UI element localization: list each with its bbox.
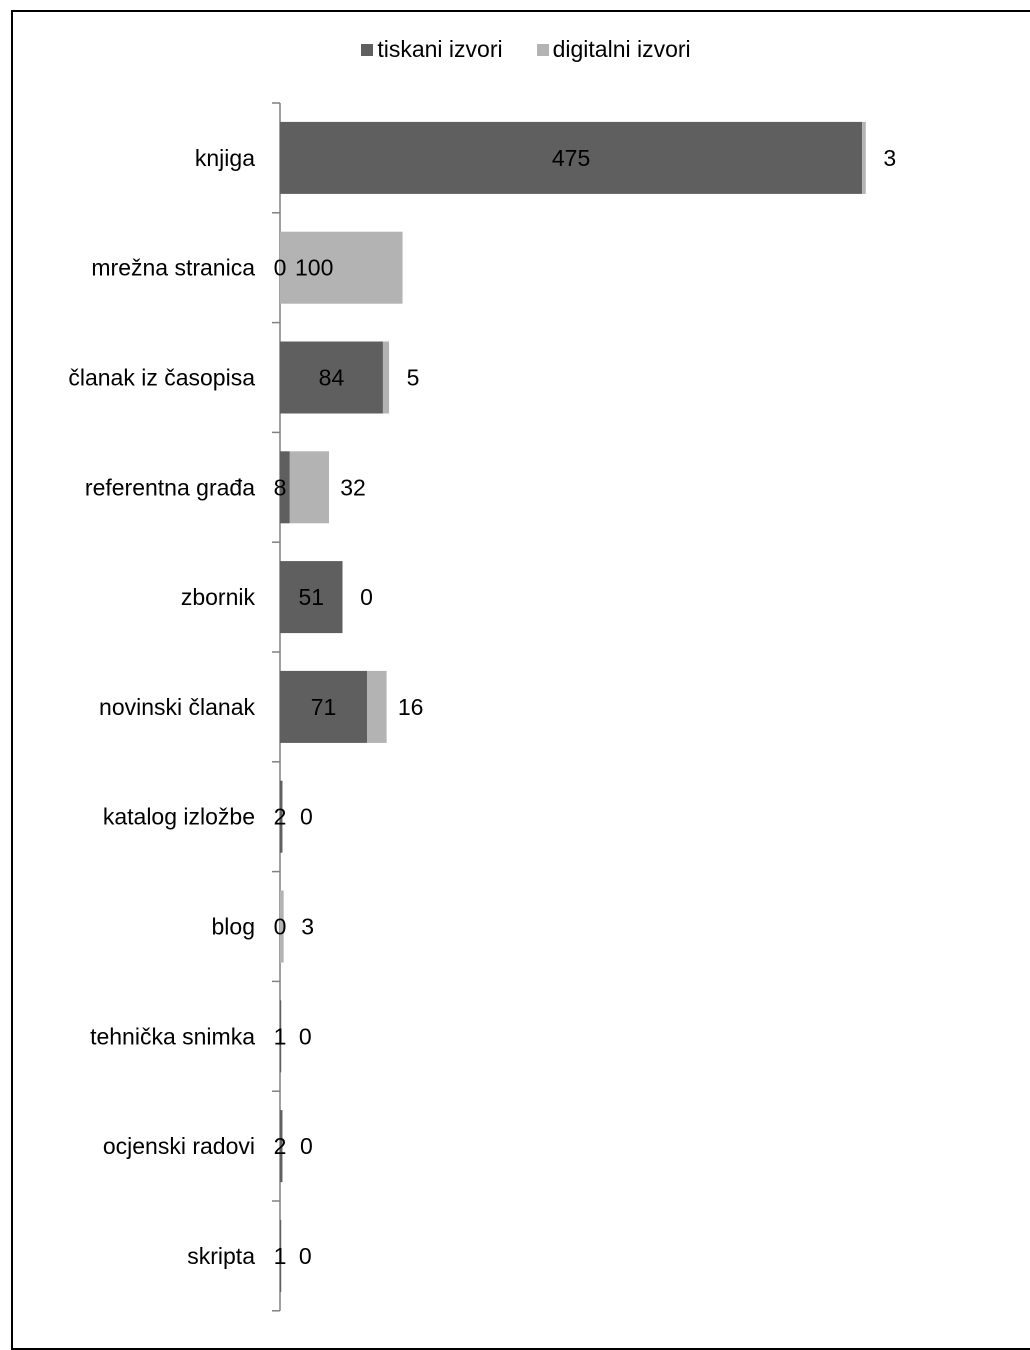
category-label: referentna građa	[85, 474, 255, 500]
data-label-print: 2	[274, 804, 287, 830]
bar-digital	[280, 231, 403, 304]
legend-item-digital: digitalni izvori	[536, 36, 691, 63]
category-label: katalog izložbe	[103, 804, 255, 830]
legend-item-print: tiskani izvori	[361, 36, 503, 63]
data-label-digital: 16	[398, 694, 424, 720]
bar-print	[280, 1219, 282, 1292]
data-label-print: 71	[311, 694, 337, 720]
bar-print	[280, 670, 368, 743]
data-label-print: 84	[319, 365, 345, 391]
data-label-print: 1	[274, 1243, 287, 1269]
bar-print	[280, 121, 863, 194]
data-label-print: 0	[274, 914, 287, 940]
category-label: tehnička snimka	[90, 1023, 255, 1049]
category-label: mrežna stranica	[91, 255, 255, 281]
category-label: novinski članak	[99, 694, 255, 720]
bar-print	[280, 341, 383, 414]
bar-print	[280, 1110, 283, 1183]
data-label-digital: 0	[360, 584, 373, 610]
data-label-digital: 0	[300, 804, 313, 830]
data-label-print: 1	[274, 1023, 287, 1049]
bar-print	[280, 561, 343, 634]
bar-digital	[862, 121, 866, 194]
category-label: blog	[212, 914, 255, 940]
bar-digital	[382, 341, 390, 414]
data-label-print: 475	[552, 145, 590, 171]
data-label-digital: 32	[340, 474, 366, 500]
data-label-digital: 0	[299, 1023, 312, 1049]
bar-print	[280, 780, 283, 853]
data-label-digital: 3	[301, 914, 314, 940]
chart-frame: tiskani izvori digitalni izvori	[11, 10, 1030, 1350]
bar-print	[280, 1000, 282, 1073]
category-label: knjiga	[195, 145, 255, 171]
data-label-digital: 0	[300, 1133, 313, 1159]
data-label-print: 2	[274, 1133, 287, 1159]
legend-label-print: tiskani izvori	[377, 36, 503, 62]
data-label-digital: 0	[299, 1243, 312, 1269]
category-label: zbornik	[181, 584, 256, 610]
category-label: ocjenski radovi	[103, 1133, 255, 1159]
legend-swatch-print	[361, 43, 374, 56]
legend: tiskani izvori digitalni izvori	[13, 36, 1030, 63]
legend-label-digital: digitalni izvori	[552, 36, 691, 62]
data-label-digital: 100	[295, 255, 333, 281]
legend-swatch-digital	[536, 43, 549, 56]
category-label: skripta	[187, 1243, 255, 1269]
data-label-print: 51	[298, 584, 324, 610]
bar-digital	[367, 670, 387, 743]
data-label-digital: 3	[883, 145, 896, 171]
data-label-digital: 5	[407, 365, 420, 391]
data-label-print: 8	[274, 474, 287, 500]
data-label-print: 0	[274, 255, 287, 281]
bar-digital	[280, 890, 284, 963]
category-label: članak iz časopisa	[68, 365, 255, 391]
bar-digital	[289, 451, 330, 524]
bar-print	[280, 451, 290, 524]
